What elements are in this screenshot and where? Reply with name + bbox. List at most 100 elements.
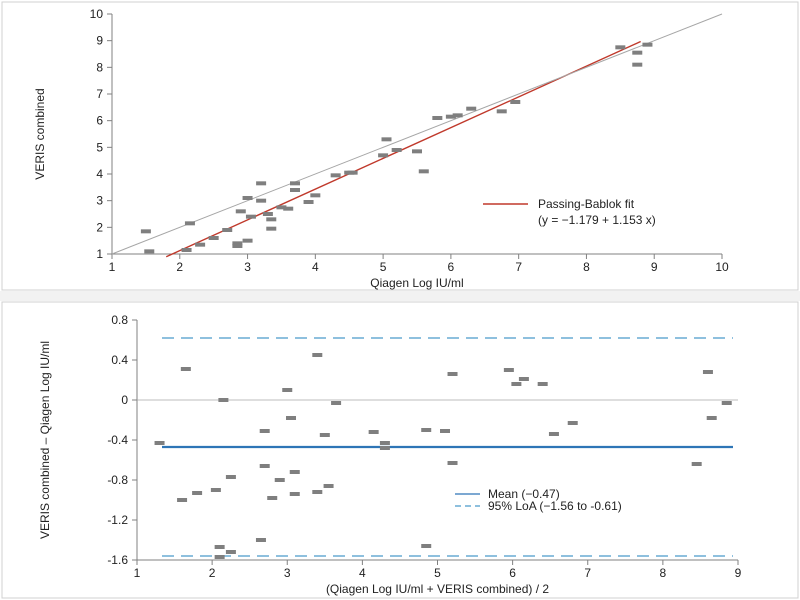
data-point [214,555,225,559]
data-point [289,470,300,474]
data-point [421,428,432,432]
x-axis-label: (Qiagen Log IU/ml + VERIS combined) / 2 [326,582,549,596]
data-point [245,214,256,219]
y-tick-label: 4 [96,167,103,181]
x-tick-label: 2 [176,260,183,274]
data-point [319,433,330,437]
data-point [391,148,402,152]
x-tick-label: 9 [651,260,658,274]
x-tick-label: 2 [209,566,216,580]
data-point [266,226,277,231]
y-tick-label: -1.6 [107,553,128,567]
data-point [632,50,643,55]
data-point [632,62,643,67]
legend-label-loa: 95% LoA (−1.56 to -0.61) [488,499,622,513]
y-tick-label: 0 [121,393,128,407]
data-point [222,228,233,232]
y-tick-label: 8 [96,60,103,74]
y-tick-label: 9 [96,34,103,48]
data-point [192,491,203,495]
chart-panel-2: 1 2 3 4 5 6 7 8 9 -1.6 -1.2 -0.8 -0.4 0 0.4 0.8 (Qiagen … [1,301,799,599]
data-point [412,149,422,154]
y-tick-label: -0.8 [107,473,128,487]
data-point [267,496,278,500]
x-tick-label: 5 [380,260,387,274]
x-tick-label: 6 [509,566,516,580]
data-point [242,238,253,243]
x-tick-label: 3 [244,260,251,274]
y-tick-label: 0.8 [111,313,128,327]
data-point [259,429,270,433]
panel-separator [0,291,800,301]
data-point [510,100,521,104]
x-tick-label: 8 [583,260,590,274]
data-point [195,242,206,247]
data-point [303,200,314,204]
data-point [567,421,578,425]
y-tick-label: -1.2 [107,513,128,527]
y-tick-label: 5 [96,140,103,154]
data-point [642,42,653,47]
chart-frame [1,1,799,291]
data-point [177,498,188,502]
data-point [511,382,522,386]
data-point [290,181,300,186]
x-tick-label: 1 [134,566,141,580]
x-tick-label: 10 [715,260,729,274]
data-point [276,205,287,210]
data-point [378,153,389,158]
data-point [210,488,221,492]
data-point [180,367,191,371]
data-point [312,353,323,357]
data-point [266,217,277,222]
data-point [310,193,321,198]
data-point [242,196,253,200]
x-tick-label: 4 [359,566,366,580]
data-point [274,478,285,482]
data-point [691,462,702,466]
data-point [518,377,529,381]
x-tick-label: 3 [284,566,291,580]
legend-label-fit: Passing-Bablok fit [538,197,635,211]
y-tick-label: 6 [96,114,103,128]
data-point [331,401,342,405]
x-tick-label: 7 [584,566,591,580]
x-tick-label: 5 [434,566,441,580]
data-point [235,209,246,214]
data-point [503,368,514,372]
data-point [706,416,717,420]
legend-label-mean: Mean (−0.47) [488,487,560,501]
data-point [225,550,236,554]
data-point [496,109,507,114]
x-tick-label: 9 [735,566,742,580]
legend-label-fit-equation: (y = −1.179 + 1.153 x) [538,213,656,227]
x-tick-label: 4 [312,260,319,274]
data-point [445,114,456,119]
data-point [466,106,477,111]
data-point [368,430,379,434]
data-point [283,206,294,211]
data-point [255,538,266,542]
data-point [379,441,390,445]
data-point [323,484,334,488]
data-point [286,416,297,420]
y-tick-label: 2 [96,220,103,234]
data-point [440,429,451,433]
data-point [140,229,151,234]
data-point [381,137,392,142]
data-point [144,249,155,254]
data-point [537,382,548,386]
data-point [452,113,463,118]
data-point [615,45,626,50]
x-tick-label: 1 [109,260,116,274]
data-point [289,492,300,496]
x-axis-label: Qiagen Log IU/ml [370,276,463,290]
data-point [154,441,165,445]
data-point [702,370,713,374]
data-point [721,401,732,405]
data-point [312,490,323,494]
data-point [447,372,458,376]
data-point [181,248,192,252]
